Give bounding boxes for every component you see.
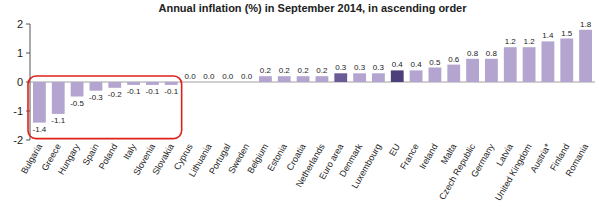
category-label: United Kingdom bbox=[493, 142, 534, 202]
data-label: 0.3 bbox=[335, 63, 347, 72]
bar bbox=[90, 82, 103, 91]
data-label: 1.2 bbox=[505, 37, 517, 46]
data-label: -0.5 bbox=[70, 99, 84, 108]
data-label: 0.6 bbox=[448, 55, 460, 64]
category-label: Bulgaria bbox=[19, 142, 44, 176]
category-label: Netherlands bbox=[294, 142, 327, 189]
category-label: Ireland bbox=[417, 142, 439, 171]
category-label: Austria* bbox=[528, 142, 553, 175]
bar bbox=[579, 30, 592, 82]
category-label: Belgium bbox=[245, 142, 270, 175]
data-label: 0.8 bbox=[486, 49, 498, 58]
bar bbox=[146, 82, 159, 85]
data-label: 0.3 bbox=[354, 63, 366, 72]
bar bbox=[221, 82, 234, 83]
bar bbox=[466, 59, 479, 82]
data-label: 0.8 bbox=[467, 49, 479, 58]
bar bbox=[203, 82, 216, 83]
bar bbox=[316, 76, 329, 82]
data-label: -0.2 bbox=[108, 90, 122, 99]
data-label: -0.1 bbox=[164, 87, 178, 96]
chart: Annual inflation (%) in September 2014, … bbox=[0, 0, 600, 218]
bar bbox=[127, 82, 140, 85]
bar bbox=[33, 82, 46, 123]
bar bbox=[184, 82, 197, 83]
category-label: Poland bbox=[97, 142, 120, 171]
data-label: -0.3 bbox=[89, 93, 103, 102]
bar bbox=[504, 47, 517, 82]
data-label: -1.1 bbox=[51, 116, 65, 125]
bar bbox=[71, 82, 84, 97]
category-label: Hungary bbox=[56, 142, 82, 177]
data-label: 0.0 bbox=[203, 72, 215, 81]
bar bbox=[240, 82, 253, 83]
y-tick-label: 1 bbox=[17, 47, 23, 59]
data-label: 0.3 bbox=[373, 63, 385, 72]
bar bbox=[542, 41, 555, 82]
bar bbox=[429, 68, 442, 83]
data-label: 0.0 bbox=[185, 72, 197, 81]
y-tick bbox=[26, 53, 30, 54]
page: {"chart_data": {"type": "bar", "title": … bbox=[0, 0, 600, 218]
category-label: Slovakia bbox=[150, 142, 176, 176]
category-label: Germany bbox=[469, 142, 496, 179]
data-label: 1.8 bbox=[580, 20, 592, 29]
bar bbox=[391, 70, 404, 82]
data-label: -1.4 bbox=[33, 125, 47, 134]
bar bbox=[297, 76, 310, 82]
data-label: 1.2 bbox=[524, 37, 536, 46]
category-label: EU bbox=[387, 142, 402, 158]
y-tick bbox=[26, 140, 30, 141]
bar bbox=[447, 65, 460, 82]
bar bbox=[485, 59, 498, 82]
data-label: 1.5 bbox=[561, 29, 573, 38]
data-label: -0.1 bbox=[146, 87, 160, 96]
bar bbox=[353, 73, 366, 82]
y-tick-label: 0 bbox=[17, 76, 23, 88]
data-label: 0.2 bbox=[298, 66, 310, 75]
category-label: Italy bbox=[121, 142, 138, 162]
bar bbox=[410, 70, 423, 82]
bar bbox=[523, 47, 536, 82]
data-label: 0.4 bbox=[411, 60, 423, 69]
bar bbox=[52, 82, 65, 114]
data-label: 0.2 bbox=[260, 66, 272, 75]
y-tick bbox=[26, 24, 30, 25]
bar bbox=[259, 76, 272, 82]
data-label: 0.0 bbox=[222, 72, 234, 81]
data-label: 0.4 bbox=[392, 60, 404, 69]
bar bbox=[165, 82, 178, 85]
title: Annual inflation (%) in September 2014, … bbox=[158, 2, 467, 14]
data-label: -0.1 bbox=[127, 87, 141, 96]
bar bbox=[278, 76, 291, 82]
data-label: 0.2 bbox=[279, 66, 291, 75]
data-label: 0.0 bbox=[241, 72, 253, 81]
category-label: Romania bbox=[564, 142, 591, 178]
data-label: 0.2 bbox=[316, 66, 328, 75]
category-label: Malta bbox=[439, 142, 459, 166]
bar bbox=[108, 82, 121, 88]
data-label: 0.5 bbox=[429, 58, 441, 67]
data-label: 1.4 bbox=[542, 31, 554, 40]
bar bbox=[334, 73, 347, 82]
category-label: Luxembourg bbox=[349, 142, 383, 190]
bar bbox=[560, 39, 573, 83]
highlight bbox=[28, 76, 182, 139]
y-tick-label: 2 bbox=[17, 18, 23, 30]
y-tick-label: -1 bbox=[13, 105, 23, 117]
y-tick-label: -2 bbox=[13, 134, 23, 146]
bar bbox=[372, 73, 385, 82]
